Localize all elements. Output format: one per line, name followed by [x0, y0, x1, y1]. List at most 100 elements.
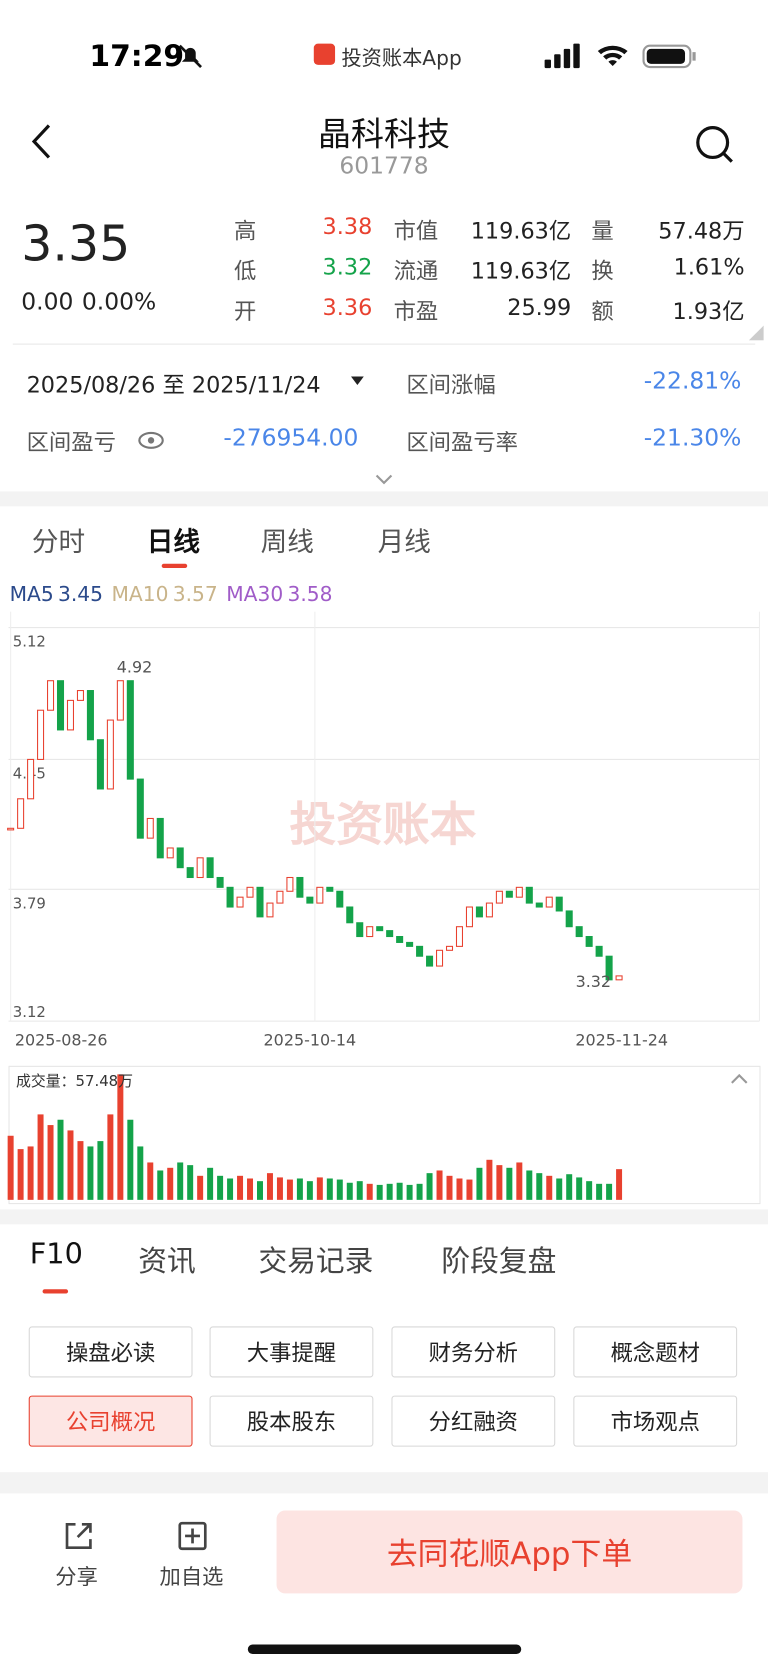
- expand-arrow[interactable]: [374, 473, 393, 486]
- candle: [366, 926, 374, 938]
- candle: [206, 857, 214, 879]
- quote-label: 低: [234, 258, 257, 285]
- candle: [56, 680, 65, 731]
- quote-label: 市盈: [393, 298, 439, 325]
- range-pnl: -276954.00: [223, 425, 359, 453]
- candle: [615, 975, 623, 981]
- volume-bar: [217, 1175, 224, 1200]
- menu-button[interactable]: 财务分析: [391, 1326, 556, 1378]
- candle: [346, 906, 354, 924]
- candle: [276, 890, 284, 904]
- ma-legend: MA5 3.45 MA10 3.57 MA30 3.58: [10, 583, 341, 606]
- volume-bar: [466, 1179, 473, 1200]
- quote-value: 3.36: [322, 294, 373, 321]
- volume-bar: [17, 1149, 24, 1200]
- range-pnl-rate: -21.30%: [643, 425, 742, 453]
- menu-button[interactable]: 操盘必读: [28, 1326, 193, 1378]
- volume-bar: [336, 1179, 343, 1200]
- candle: [136, 778, 144, 839]
- candle: [465, 906, 473, 928]
- candle: [515, 886, 523, 898]
- menu-button[interactable]: 分红融资: [391, 1395, 556, 1447]
- candle: [455, 926, 464, 947]
- info-tab[interactable]: 资讯: [138, 1245, 196, 1279]
- watch-label[interactable]: 加自选: [159, 1563, 224, 1590]
- volume-bar: [177, 1162, 184, 1200]
- search-button[interactable]: [694, 123, 737, 166]
- chart-tab[interactable]: 分时: [31, 526, 86, 558]
- volume-bar: [107, 1114, 114, 1200]
- ma-value: 3.57: [172, 582, 218, 607]
- ma-value: 3.58: [287, 582, 333, 607]
- separator: [0, 491, 768, 507]
- eye-icon[interactable]: [137, 430, 165, 451]
- status-icons: [544, 43, 696, 69]
- volume-bar: [247, 1178, 254, 1200]
- watermark: 投资账本: [289, 798, 476, 852]
- quote-value: 3.38: [322, 213, 373, 240]
- price-change: 0.00: [21, 289, 74, 316]
- volume-bar: [386, 1183, 393, 1200]
- quote-label: 开: [234, 298, 257, 325]
- volume-bar: [306, 1181, 313, 1200]
- info-tab[interactable]: 阶段复盘: [441, 1245, 557, 1279]
- candle: [565, 910, 573, 928]
- candle: [166, 847, 174, 859]
- range-pnl-label: 区间盈亏: [26, 429, 116, 456]
- candle: [126, 680, 134, 780]
- separator: [0, 1472, 768, 1494]
- info-tab[interactable]: F10: [29, 1238, 83, 1272]
- volume-bar: [147, 1162, 154, 1200]
- chart-tab[interactable]: 月线: [377, 526, 431, 558]
- divider: [12, 343, 756, 345]
- candle: [386, 930, 394, 938]
- chart-tab[interactable]: 周线: [260, 526, 314, 558]
- volume-bar: [346, 1182, 353, 1200]
- quote-value: 57.48万: [658, 218, 745, 244]
- volume-bar: [566, 1174, 573, 1200]
- volume-frame: [8, 1065, 761, 1205]
- ma-name: MA5: [9, 582, 54, 607]
- quote-label: 额: [591, 298, 614, 325]
- candle: [226, 886, 234, 908]
- volume-label: 成交量：57.48万: [15, 1073, 134, 1091]
- volume-bar: [27, 1146, 34, 1200]
- chart-tab[interactable]: 日线: [146, 526, 200, 558]
- volume-bar: [436, 1170, 443, 1200]
- candle: [76, 690, 84, 701]
- share-label[interactable]: 分享: [55, 1563, 98, 1590]
- volume-bar: [516, 1162, 523, 1200]
- watch-icon[interactable]: [177, 1520, 209, 1552]
- menu-button[interactable]: 大事提醒: [209, 1326, 374, 1378]
- quote-label: 高: [234, 218, 257, 244]
- collapse-arrow[interactable]: [730, 1072, 749, 1085]
- kline-chart: 投资账本3.123.794.455.122025-08-262025-10-14…: [7, 611, 761, 1050]
- quote-label: 流通: [393, 258, 439, 285]
- candle: [505, 890, 513, 898]
- candle: [585, 936, 593, 947]
- back-button[interactable]: [26, 121, 58, 164]
- candle: [246, 886, 254, 898]
- volume-bar: [586, 1181, 593, 1200]
- menu-button[interactable]: 概念题材: [573, 1326, 738, 1378]
- price-annotation: 3.32: [576, 972, 612, 991]
- menu-button[interactable]: 股本股东: [209, 1395, 374, 1447]
- candle: [326, 886, 334, 892]
- volume-bar: [376, 1184, 383, 1200]
- order-button[interactable]: 去同花顺App下单: [276, 1510, 743, 1594]
- menu-button[interactable]: 公司概况: [28, 1395, 193, 1447]
- candle: [156, 817, 164, 859]
- info-tab[interactable]: 交易记录: [258, 1245, 374, 1279]
- range-dates[interactable]: 2025/08/26 至 2025/11/24: [26, 372, 321, 398]
- share-icon[interactable]: [63, 1520, 95, 1552]
- candle: [106, 719, 114, 790]
- volume-bar: [77, 1141, 84, 1200]
- candle: [47, 680, 55, 711]
- price: 3.35: [21, 214, 131, 273]
- volume-bar: [536, 1173, 543, 1200]
- candle: [575, 926, 583, 938]
- menu-button[interactable]: 市场观点: [573, 1395, 738, 1447]
- separator: [0, 1209, 768, 1225]
- ma-name: MA30: [226, 582, 284, 607]
- app-icon: [313, 43, 336, 65]
